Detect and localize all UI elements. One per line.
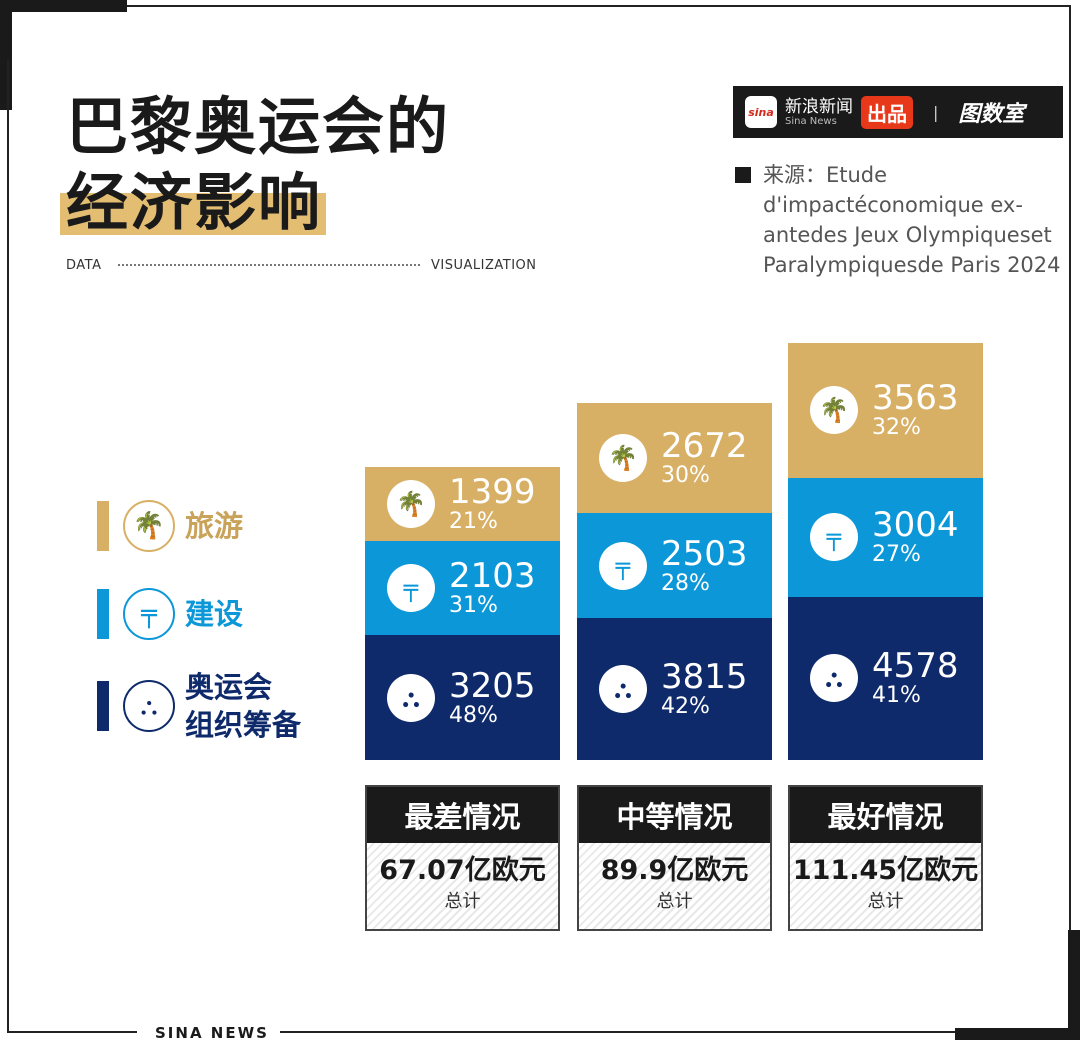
bar-segment: ⛬ 3815 42% <box>577 618 772 760</box>
bar-segment: ╤ 2503 28% <box>577 513 772 619</box>
bar-segment: 🌴 2672 30% <box>577 403 772 514</box>
legend-label-line2: 组织筹备 <box>185 708 302 742</box>
bar-segment: ╤ 2103 31% <box>365 541 560 636</box>
footer-text: SINA NEWS <box>155 1024 269 1042</box>
total-label: 总计 <box>444 891 481 912</box>
scenario-total-card: 最好情况 111.45亿欧元总计 <box>788 785 983 931</box>
palm-tree-icon: 🌴 <box>810 386 858 435</box>
network-icon: ⛬ <box>387 673 435 722</box>
palm-tree-icon: 🌴 <box>387 480 435 529</box>
network-icon: ⛬ <box>810 654 858 703</box>
data-label-percent: 30% <box>661 463 710 489</box>
dotted-divider <box>118 264 420 266</box>
network-icon: ⛬ <box>599 665 647 714</box>
visualization-label: VISUALIZATION <box>431 258 537 273</box>
total-value: 67.07亿欧元 <box>379 855 546 886</box>
total-label: 总计 <box>656 891 693 912</box>
category-label: 最差情况 <box>367 787 558 843</box>
data-label-value: 2103 <box>449 556 536 597</box>
category-label: 中等情况 <box>579 787 770 843</box>
palm-tree-icon: 🌴 <box>599 434 647 483</box>
legend-swatch <box>97 681 109 731</box>
network-icon: ⛬ <box>123 680 175 732</box>
source-note: 来源：Etude d'impactéconomique ex- antedes … <box>735 160 1065 280</box>
data-label-value: 3563 <box>872 378 959 419</box>
brand-name-cn: 新浪新闻 <box>785 96 853 117</box>
data-label-percent: 42% <box>661 694 710 720</box>
frame-corner-bottom-right <box>955 1028 1080 1040</box>
frame-line-right <box>1069 5 1071 935</box>
brand-name-en: Sina News <box>785 115 837 127</box>
legend-label: 奥运会 组织筹备 <box>185 668 301 744</box>
source-line: Paralympiquesde Paris 2024 <box>763 253 1061 277</box>
data-label-value: 4578 <box>872 646 959 687</box>
data-label-value: 3205 <box>449 665 536 706</box>
bar-segment: 🌴 3563 32% <box>788 342 983 478</box>
page-title-line1: 巴黎奥运会的 <box>66 90 451 163</box>
data-label-value: 2672 <box>661 426 748 467</box>
data-label-percent: 27% <box>872 542 921 568</box>
legend-item-organization: ⛬ 奥运会 组织筹备 <box>97 668 301 744</box>
legend-item-tourism: 🌴 旅游 <box>97 500 243 552</box>
data-label-value: 1399 <box>449 472 536 513</box>
frame-line-top <box>127 5 1071 7</box>
legend-swatch <box>97 501 109 551</box>
total-label: 总计 <box>867 891 904 912</box>
scenario-total-card: 中等情况 89.9亿欧元总计 <box>577 785 772 931</box>
frame-line-left <box>7 60 9 1033</box>
bar-segment: ⛬ 4578 41% <box>788 596 983 760</box>
title-highlight <box>60 193 326 235</box>
source-line: 来源：Etude <box>763 163 888 187</box>
data-label-value: 3815 <box>661 657 748 698</box>
crane-icon: ╤ <box>810 513 858 562</box>
crane-icon: ╤ <box>387 564 435 613</box>
crane-icon: ╤ <box>599 541 647 590</box>
brand-banner: sina 新浪新闻 Sina News 出品 | 图数室 <box>733 86 1063 138</box>
total-value: 89.9亿欧元 <box>600 855 749 886</box>
frame-line-bottom <box>280 1031 960 1033</box>
brand-name: 新浪新闻 Sina News <box>785 98 853 127</box>
data-label-value: 2503 <box>661 533 748 574</box>
sina-logo: sina <box>745 96 777 128</box>
frame-corner-bottom-right <box>1068 930 1080 1040</box>
legend-label: 建设 <box>185 597 244 631</box>
brand-separator: | <box>933 102 939 122</box>
legend-item-construction: ╤ 建设 <box>97 588 243 640</box>
data-label-percent: 32% <box>872 415 921 441</box>
data-label-percent: 28% <box>661 570 710 596</box>
page-title-line2: 经济影响 <box>66 166 323 239</box>
bar-segment: ╤ 3004 27% <box>788 477 983 597</box>
data-label-percent: 31% <box>449 593 498 619</box>
brand-badge: 出品 <box>861 95 913 129</box>
data-label-percent: 41% <box>872 683 921 709</box>
data-label: DATA <box>66 258 102 273</box>
source-line: d'impactéconomique ex- <box>763 193 1023 217</box>
frame-corner-top-left <box>0 0 127 12</box>
data-label-percent: 48% <box>449 702 498 728</box>
square-bullet-icon <box>735 167 751 183</box>
bar-segment: 🌴 1399 21% <box>365 467 560 542</box>
legend-label-line1: 奥运会 <box>185 670 273 704</box>
category-label: 最好情况 <box>790 787 981 843</box>
frame-corner-top-left <box>0 0 12 110</box>
scenario-total-card: 最差情况 67.07亿欧元总计 <box>365 785 560 931</box>
bar-segment: ⛬ 3205 48% <box>365 635 560 760</box>
palm-tree-icon: 🌴 <box>123 500 175 552</box>
partner-logo: 图数室 <box>958 102 1025 127</box>
legend-swatch <box>97 589 109 639</box>
frame-line-bottom <box>7 1031 137 1033</box>
legend-label: 旅游 <box>185 509 244 543</box>
total-value: 111.45亿欧元 <box>792 855 979 886</box>
crane-icon: ╤ <box>123 588 175 640</box>
data-label-value: 3004 <box>872 505 959 546</box>
source-line: antedes Jeux Olympiqueset <box>763 223 1052 247</box>
data-label-percent: 21% <box>449 509 498 535</box>
